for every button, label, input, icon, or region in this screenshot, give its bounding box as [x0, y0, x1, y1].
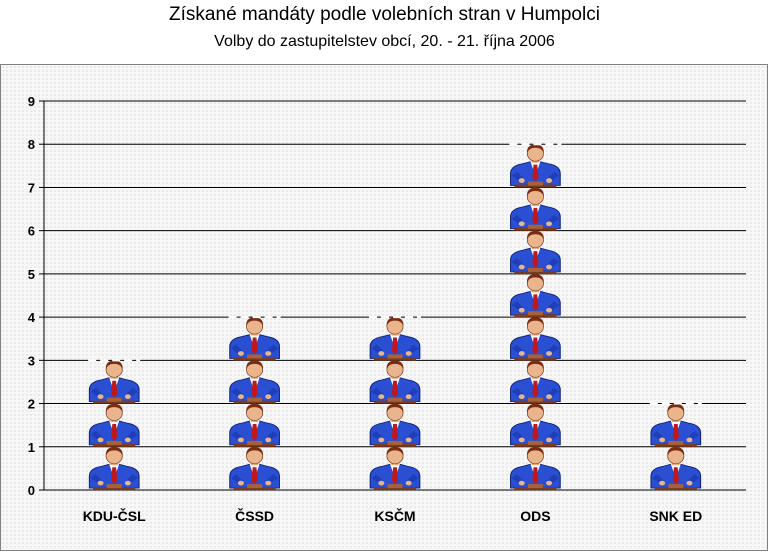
person-icon	[88, 403, 140, 448]
person-icon	[509, 230, 561, 275]
person-icon	[369, 359, 421, 405]
person-icon	[369, 446, 421, 491]
person-icon	[650, 403, 702, 448]
y-tick-label: 9	[28, 94, 35, 109]
person-icon	[509, 273, 561, 318]
x-tick-label: KSČM	[374, 507, 415, 524]
bar-ks-m	[369, 316, 421, 491]
y-tick-label: 6	[28, 224, 35, 239]
bar-kdu-sl	[88, 359, 141, 491]
bar--ssd	[228, 316, 281, 491]
x-tick-label: SNK ED	[649, 508, 702, 524]
y-tick-label: 2	[28, 397, 35, 412]
person-icon	[229, 446, 281, 491]
person-icon	[509, 143, 561, 189]
person-icon	[369, 316, 421, 362]
chart-title: Získané mandáty podle volebních stran v …	[169, 4, 600, 25]
bar-ods	[509, 143, 562, 491]
person-icon	[509, 316, 561, 362]
chart-subtitle: Volby do zastupitelstev obcí, 20. - 21. …	[214, 33, 555, 50]
y-tick-label: 4	[28, 310, 36, 325]
person-icon	[229, 316, 281, 362]
person-icon	[509, 403, 561, 448]
person-icon	[509, 359, 561, 405]
x-tick-label: ODS	[520, 508, 550, 524]
person-icon	[229, 359, 281, 405]
person-icon	[509, 446, 561, 491]
person-icon	[369, 403, 421, 448]
y-tick-label: 3	[28, 353, 35, 368]
person-icon	[229, 403, 281, 448]
y-tick-label: 8	[28, 137, 35, 152]
y-tick-label: 7	[28, 180, 35, 195]
bar-snk-ed	[649, 402, 702, 491]
person-icon	[509, 186, 561, 232]
x-tick-label: ČSSD	[235, 507, 274, 524]
y-tick-label: 1	[28, 440, 35, 455]
y-tick-label: 0	[28, 483, 35, 498]
x-tick-label: KDU-ČSL	[83, 507, 146, 524]
person-icon	[88, 446, 140, 491]
person-icon	[88, 359, 140, 405]
y-tick-label: 5	[28, 267, 35, 282]
person-icon	[650, 446, 702, 491]
